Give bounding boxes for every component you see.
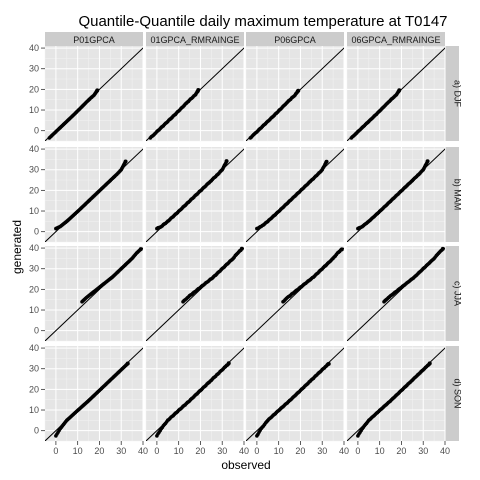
qq-points-r1c1 [155, 159, 229, 231]
x-tick-label-col2-0: 0 [254, 446, 259, 456]
y-tick-label-row0-20: 20 [29, 84, 39, 94]
qq-point [196, 88, 201, 93]
qq-point [440, 246, 445, 251]
qq-point [425, 159, 430, 164]
row-strip-2 [444, 246, 459, 341]
row-strip-0 [444, 46, 459, 141]
row-strip-label-b-mam: b) MAM [453, 179, 463, 211]
x-axis-label: observed [221, 458, 270, 472]
qq-point [296, 88, 301, 93]
x-tick-label-col0-20: 20 [94, 446, 104, 456]
y-tick-label-row2-40: 40 [29, 243, 39, 253]
qq-points-r1c2 [255, 159, 329, 231]
x-tick-label-col2-40: 40 [339, 446, 349, 456]
x-tick-label-col2-10: 10 [274, 446, 284, 456]
column-strip-label-p06gpca: P06GPCA [274, 35, 316, 45]
x-tick-label-col3-0: 0 [355, 446, 360, 456]
x-tick-label-col2-20: 20 [295, 446, 305, 456]
y-axis-label: generated [10, 220, 24, 274]
y-tick-label-row2-30: 30 [29, 264, 39, 274]
y-tick-label-row1-30: 30 [29, 165, 39, 175]
row-strip-label-a-djf: a) DJF [453, 80, 463, 108]
x-tick-label-col0-30: 30 [116, 446, 126, 456]
qq-point [397, 88, 402, 93]
row-strip-label-c-jja: c) JJA [453, 281, 463, 306]
column-strip-1 [146, 32, 244, 46]
qq-point [226, 361, 231, 366]
qq-points-r1c0 [54, 159, 128, 231]
x-tick-label-col1-0: 0 [154, 446, 159, 456]
row-strip-1 [444, 147, 459, 242]
qq-point [239, 246, 244, 251]
qq-points-r0c0 [47, 88, 100, 140]
y-tick-label-row0-30: 30 [29, 64, 39, 74]
x-tick-label-col1-10: 10 [174, 446, 184, 456]
qq-point [339, 247, 344, 252]
y-tick-label-row1-40: 40 [29, 144, 39, 154]
qq-point [324, 159, 329, 164]
qq-point [427, 361, 432, 366]
y-tick-label-row3-40: 40 [29, 343, 39, 353]
qq-points-r3c0 [54, 361, 130, 438]
column-strip-label-p01gpca: P01GPCA [73, 35, 115, 45]
y-tick-label-row0-40: 40 [29, 43, 39, 53]
x-tick-label-col1-20: 20 [195, 446, 205, 456]
y-tick-label-row2-20: 20 [29, 284, 39, 294]
y-tick-label-row3-30: 30 [29, 364, 39, 374]
qq-points-r2c0 [80, 247, 143, 304]
y-tick-label-row3-10: 10 [29, 405, 39, 415]
column-strip-3 [347, 32, 445, 46]
column-strip-label-06gpca-rmrainge: 06GPCA_RMRAINGE [351, 35, 440, 45]
qq-point [95, 88, 100, 93]
column-strip-2 [246, 32, 344, 46]
qq-points-r2c2 [281, 247, 344, 304]
qq-points-r3c1 [155, 361, 231, 438]
qq-point [326, 361, 331, 366]
qq-points-r3c3 [356, 361, 432, 438]
column-strip-0 [45, 32, 143, 46]
qq-points-r0c3 [349, 88, 402, 140]
x-tick-label-col1-40: 40 [239, 446, 249, 456]
x-tick-label-col3-10: 10 [375, 446, 385, 456]
qq-point [123, 159, 128, 164]
qq-point [224, 159, 229, 164]
qq-points-r0c1 [148, 88, 201, 140]
x-tick-label-col0-10: 10 [73, 446, 83, 456]
x-tick-label-col0-0: 0 [53, 446, 58, 456]
chart-title: Quantile-Quantile daily maximum temperat… [78, 13, 447, 30]
x-tick-label-col0-40: 40 [138, 446, 148, 456]
y-tick-label-row1-10: 10 [29, 206, 39, 216]
qq-points-r1c3 [356, 159, 430, 231]
y-tick-label-row2-10: 10 [29, 305, 39, 315]
column-strip-label-01gpca-rmrainge: 01GPCA_RMRAINGE [150, 35, 239, 45]
qq-point [125, 361, 130, 366]
qq-points-r2c3 [382, 246, 445, 304]
qq-point [138, 247, 143, 252]
y-tick-label-row2-0: 0 [34, 326, 39, 336]
x-tick-label-col3-20: 20 [396, 446, 406, 456]
facet-panels: P01GPCA 01GPCA_RMRAINGE P06GPCA 06GPCA_RMRA… [29, 32, 463, 456]
y-tick-label-row0-0: 0 [34, 126, 39, 136]
x-tick-label-col2-30: 30 [317, 446, 327, 456]
row-strip-label-d-son: d) SON [453, 378, 463, 408]
y-tick-label-row1-0: 0 [34, 227, 39, 237]
qq-points-r2c1 [181, 246, 244, 304]
x-tick-label-col1-30: 30 [217, 446, 227, 456]
y-tick-label-row3-20: 20 [29, 384, 39, 394]
x-tick-label-col3-40: 40 [440, 446, 450, 456]
row-strip-3 [444, 346, 459, 441]
y-tick-label-row0-10: 10 [29, 105, 39, 115]
x-tick-label-col3-30: 30 [418, 446, 428, 456]
qq-points-r0c2 [248, 88, 301, 140]
y-tick-label-row3-0: 0 [34, 426, 39, 436]
y-tick-label-row1-20: 20 [29, 185, 39, 195]
qq-points-r3c2 [255, 361, 331, 438]
